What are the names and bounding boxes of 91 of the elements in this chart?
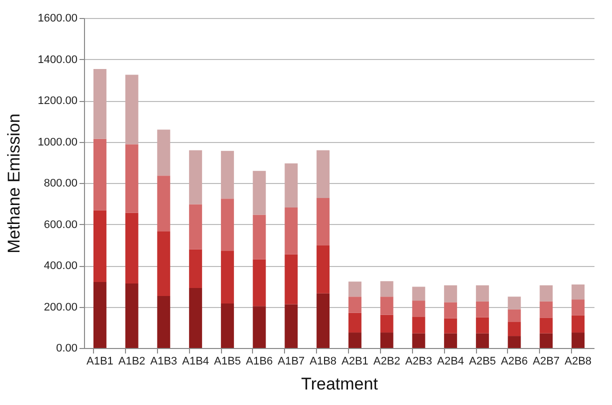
bar [157,231,170,296]
bar [220,250,234,304]
bar [572,332,585,348]
bar [508,309,521,322]
bar [540,301,553,318]
bar [316,245,330,294]
x-tick-label: A2B1 [341,356,368,368]
bar [125,74,138,144]
bar [348,282,362,297]
x-tick-label: A2B7 [532,356,560,368]
bar [444,318,458,334]
y-tick-label: 0.00 [56,342,78,354]
bar [220,198,234,251]
x-tick-label: A2B6 [500,356,528,368]
bar [348,332,362,348]
y-axis-title: Methane Emission [4,114,24,254]
bar [157,296,170,348]
x-tick-label: A1B7 [278,356,305,368]
y-tick-label: 1000.00 [38,136,78,148]
x-tick-label: A1B5 [214,356,241,368]
x-tick-label: A2B8 [564,356,592,368]
x-tick-label: A2B3 [405,356,432,368]
y-tick-label: 1200.00 [38,95,78,107]
bar [412,316,426,334]
bar [316,293,330,348]
y-tick-label: 800.00 [44,178,78,190]
bar [412,333,426,348]
bar [316,198,330,246]
bar [540,333,553,348]
bar [284,304,298,348]
bar [189,150,202,204]
x-tick-label: A2B4 [437,356,464,368]
bar [476,333,489,348]
bar [540,318,553,334]
y-tick-label: 1400.00 [38,54,78,66]
bar [189,249,202,288]
bar [157,130,170,176]
bar [476,285,489,302]
bar [284,254,298,304]
y-tick-label: 400.00 [44,260,78,272]
bar [508,322,521,336]
bar [125,283,138,348]
bar [540,285,553,302]
bar [572,300,585,316]
bar [444,285,458,302]
bar [284,208,298,254]
bar [476,301,489,318]
bar [252,259,266,306]
bar [572,315,585,333]
bar [348,312,362,333]
bar [572,284,585,300]
bar [125,212,138,284]
bar [284,163,298,208]
bar [93,138,106,210]
x-tick-label: A1B8 [310,356,337,368]
bar [508,296,521,310]
bar [220,303,234,348]
y-tick-label: 200.00 [44,301,78,314]
bar [412,300,426,317]
bar [189,204,202,250]
bar [220,150,234,199]
x-tick-label: A1B3 [150,356,178,368]
bar [157,176,170,232]
bar [252,170,266,215]
bar [444,302,458,318]
bar [93,282,106,348]
bar [380,332,394,348]
bar [189,288,202,348]
x-tick-label: A1B2 [118,356,146,368]
x-tick-label: A1B6 [246,356,273,368]
bar [444,333,458,348]
bar [316,150,330,198]
bar [93,68,106,139]
bar [380,281,394,297]
bar [380,296,394,315]
bar [380,314,394,333]
x-axis-title: Treatment [301,374,378,394]
y-tick-label: 1600.00 [38,12,78,24]
y-tick-label: 600.00 [44,218,78,231]
bar [93,210,106,282]
bar [125,144,138,213]
x-tick-label: A2B2 [373,356,400,368]
x-tick-label: A1B1 [86,356,114,368]
bar [252,214,266,260]
x-tick-label: A2B5 [468,356,496,368]
bar [476,317,489,334]
bar [252,306,266,348]
bar [348,296,362,313]
x-tick-label: A1B4 [182,356,210,368]
bar [412,286,426,301]
bar [508,336,521,348]
